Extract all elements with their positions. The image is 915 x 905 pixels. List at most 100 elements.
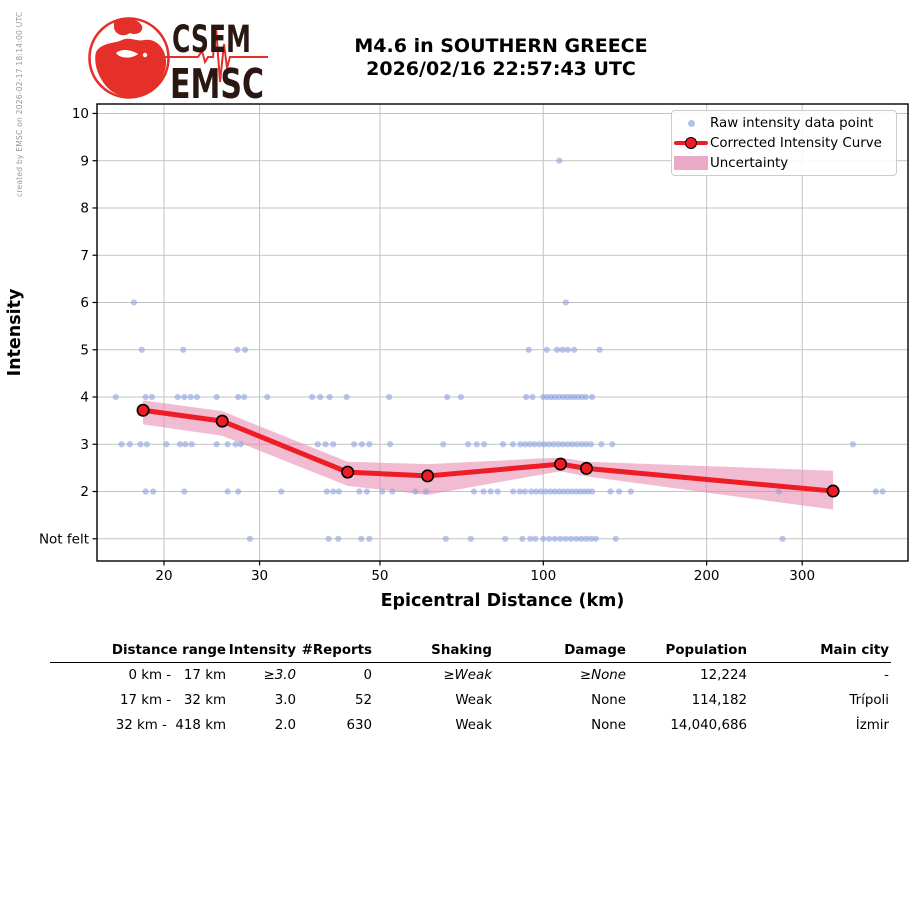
raw-data-point — [444, 393, 451, 401]
raw-data-point — [509, 441, 517, 448]
raw-data-point — [386, 441, 394, 448]
emsc-logo: CSEM EMSC — [86, 10, 272, 108]
raw-point-swatch-icon — [672, 119, 710, 127]
raw-data-point — [545, 441, 552, 448]
event-title: M4.6 in SOUTHERN GREECE — [354, 35, 648, 57]
legend-label-raw: Raw intensity data point — [710, 115, 874, 131]
raw-data-point — [547, 488, 554, 495]
raw-data-point — [531, 441, 538, 448]
cell-intensity: ≥3.0 — [263, 668, 296, 683]
raw-data-point — [163, 441, 170, 448]
raw-data-point — [350, 441, 358, 448]
raw-data-point — [528, 488, 535, 495]
raw-data-point — [523, 393, 530, 401]
raw-data-point — [517, 441, 524, 448]
raw-data-point — [582, 393, 589, 401]
curve-marker — [826, 484, 840, 498]
raw-data-point — [182, 441, 189, 448]
raw-data-point — [525, 346, 532, 353]
raw-data-point — [335, 535, 342, 542]
raw-data-point — [148, 393, 156, 401]
raw-data-point — [573, 535, 580, 542]
raw-data-point — [330, 488, 337, 495]
raw-data-point — [264, 393, 271, 401]
raw-data-point — [553, 346, 561, 353]
cell-distance-range: 0 km - 17 km — [128, 668, 226, 683]
raw-data-point — [224, 441, 231, 448]
table-row: 0 km - 17 km ≥3.0 0 ≥Weak ≥None 12,224 - — [50, 663, 891, 689]
raw-data-point — [494, 488, 501, 495]
cell-population: 114,182 — [691, 693, 747, 708]
raw-data-point — [213, 393, 220, 401]
raw-data-point — [422, 488, 430, 495]
curve-marker — [215, 414, 229, 428]
raw-data-point — [526, 441, 534, 448]
raw-data-point — [473, 441, 480, 448]
raw-data-point — [322, 441, 329, 448]
raw-data-point — [138, 346, 145, 353]
raw-data-point — [467, 535, 474, 542]
raw-data-point — [335, 488, 342, 495]
raw-data-point — [559, 441, 567, 448]
col-header-intensity: Intensity — [228, 638, 298, 663]
raw-data-point — [112, 393, 119, 401]
raw-data-point — [559, 346, 566, 353]
intensity-report-table: Distance range Intensity #Reports Shakin… — [50, 638, 891, 738]
raw-data-point — [583, 535, 590, 542]
raw-data-point — [551, 488, 558, 495]
raw-data-point — [502, 535, 509, 542]
raw-data-point — [562, 535, 569, 542]
raw-data-point — [556, 488, 563, 495]
raw-data-point — [612, 535, 619, 542]
raw-data-point — [442, 535, 449, 542]
y-tick-label: 3 — [80, 437, 89, 453]
raw-data-point — [143, 441, 151, 448]
cell-distance-range: 32 km - 418 km — [115, 718, 226, 733]
raw-data-point — [519, 535, 526, 542]
raw-data-point — [532, 535, 539, 542]
curve-marker — [136, 403, 150, 417]
raw-data-point — [557, 535, 564, 542]
raw-data-point — [571, 346, 578, 353]
y-tick-label: 6 — [80, 295, 89, 311]
raw-data-point — [540, 535, 547, 542]
raw-data-point — [457, 393, 465, 401]
intensity-distance-chart: 20 30 50 100 200 300 10 9 8 7 6 5 4 3 2 Not felt Epicent… — [5, 103, 909, 611]
legend-label-curve: Corrected Intensity Curve — [710, 135, 882, 151]
raw-data-point — [325, 535, 332, 542]
raw-data-point — [527, 535, 534, 542]
raw-data-point — [181, 488, 188, 495]
x-tick-label: 20 — [155, 568, 172, 584]
table-row: 32 km - 418 km 2.0 630 Weak None 14,040,… — [50, 713, 891, 738]
raw-data-point — [343, 393, 350, 401]
globe-icon: CSEM EMSC — [88, 17, 268, 108]
raw-data-point — [607, 488, 614, 495]
raw-data-point — [555, 441, 562, 448]
cell-shaking: ≥Weak — [443, 668, 492, 683]
raw-data-point — [556, 157, 563, 164]
raw-data-point — [412, 488, 419, 495]
raw-data-point — [181, 393, 188, 401]
plot-border — [96, 103, 909, 562]
raw-data-point — [543, 346, 550, 353]
x-tick-label: 100 — [530, 568, 556, 584]
raw-data-point — [588, 488, 596, 495]
raw-data-point — [176, 441, 184, 448]
raw-data-point — [174, 393, 181, 401]
raw-data-point — [598, 441, 605, 448]
x-tick-label: 200 — [694, 568, 720, 584]
legend-label-band: Uncertainty — [710, 155, 789, 171]
raw-data-point — [470, 488, 478, 495]
col-header-reports: #Reports — [298, 638, 374, 663]
raw-data-point — [278, 488, 285, 495]
raw-data-point — [583, 441, 590, 448]
raw-data-point — [588, 535, 595, 542]
raw-data-point — [237, 441, 244, 448]
raw-data-point — [560, 488, 567, 495]
x-tick-label: 50 — [371, 568, 388, 584]
raw-data-point — [118, 441, 125, 448]
cell-shaking: Weak — [455, 693, 492, 708]
raw-data-point — [389, 488, 396, 495]
raw-data-point — [776, 488, 783, 495]
